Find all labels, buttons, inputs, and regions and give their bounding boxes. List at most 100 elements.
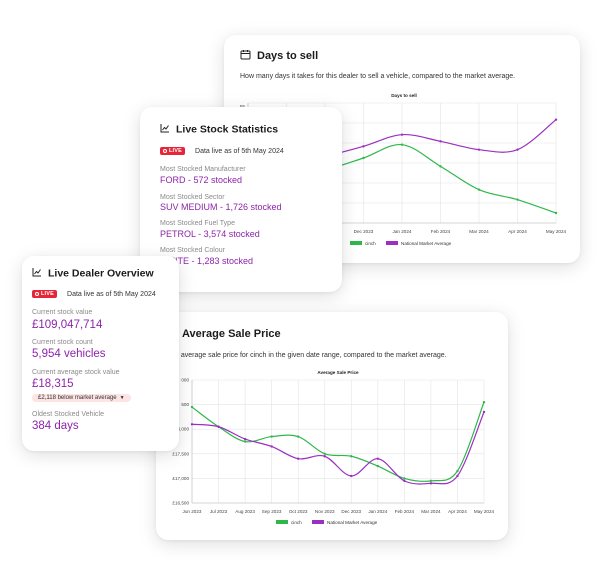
data-point-market (400, 133, 404, 136)
x-tick-label: Mar 2024 (421, 509, 441, 514)
x-tick-label: Aug 2023 (235, 509, 255, 514)
live-stock-status: LIVE Data live as of 5th May 2024 (160, 147, 284, 155)
x-tick-label: Oct 2023 (289, 509, 308, 514)
x-tick-label: Nov 2023 (315, 509, 335, 514)
below-market-badge: £2,118 below market average ▼ (32, 394, 131, 402)
data-point-market (243, 437, 247, 441)
legend-label-market: National Market Average (401, 241, 452, 246)
x-tick-label: Mar 2024 (469, 229, 489, 234)
x-tick-label: Jul 2023 (210, 509, 228, 514)
stat-label: Most Stocked Fuel Type (160, 220, 235, 227)
legend-label-cinch: cinch (365, 241, 376, 246)
stat-value: 384 days (32, 420, 79, 432)
data-point-cinch (456, 469, 459, 473)
calendar-icon (240, 49, 251, 63)
y-tick-label: 55 (240, 104, 246, 109)
y-tick-label: £17,000 (172, 476, 189, 481)
data-point-cinch (482, 400, 486, 404)
data-point-cinch (362, 156, 365, 160)
data-point-market (439, 140, 442, 143)
stat-label: Most Stocked Colour (160, 247, 225, 254)
stat-value: £18,315 (32, 378, 74, 390)
stat-label: Oldest Stocked Vehicle (32, 411, 104, 418)
data-point-market (456, 474, 459, 478)
data-point-market (403, 479, 406, 483)
series-line-cinch (191, 401, 485, 482)
data-point-market (429, 482, 433, 485)
x-tick-label: Jan 2024 (368, 509, 387, 514)
data-point-market (190, 423, 194, 426)
legend-swatch (386, 241, 398, 245)
data-point-market (376, 457, 380, 460)
stat-label: Current average stock value (32, 369, 120, 376)
live-badge-label: LIVE (169, 148, 183, 154)
legend-label-market: National Market Average (327, 520, 378, 525)
data-point-market (516, 148, 519, 151)
y-tick-label: £17,500 (172, 451, 189, 456)
data-point-cinch (270, 435, 273, 438)
stat-value: £109,047,714 (32, 319, 103, 331)
data-point-cinch (296, 435, 300, 438)
dealer-overview-title-row: Live Dealer Overview (32, 267, 154, 280)
data-point-cinch (400, 143, 404, 146)
stat-value: SUV MEDIUM - 1,726 stocked (160, 202, 282, 212)
x-tick-label: Sep 2023 (262, 509, 282, 514)
data-point-cinch (516, 198, 519, 201)
stat-value: WHITE - 1,283 stocked (160, 256, 254, 266)
days-to-sell-title-row: Days to sell (240, 49, 318, 63)
data-point-cinch (554, 211, 558, 215)
data-point-cinch (323, 452, 326, 455)
line-chart-icon (32, 267, 42, 280)
data-point-market (323, 455, 326, 458)
average-sale-price-chart: Average Sale Price £18,000 £17,500 £17,000 £… (172, 370, 494, 525)
x-tick-label: Feb 2024 (395, 509, 415, 514)
stat-value: PETROL - 3,574 stocked (160, 229, 260, 239)
data-point-cinch (376, 464, 380, 468)
data-point-market (350, 474, 353, 478)
days-to-sell-description: How many days it takes for this dealer t… (240, 73, 516, 80)
average-sale-price-title: Average Sale Price (182, 328, 281, 340)
stat-value: 5,954 vehicles (32, 348, 106, 360)
caret-down-icon: ▼ (119, 395, 125, 401)
data-point-market (362, 145, 365, 148)
y-tick-label: £16,500 (172, 501, 189, 506)
live-stock-title: Live Stock Statistics (176, 123, 279, 136)
x-tick-label: Apr 2024 (448, 509, 467, 514)
line-chart-icon (160, 123, 170, 136)
x-tick-label: Jun 2023 (183, 509, 202, 514)
live-badge: LIVE (32, 290, 58, 298)
below-market-text: £2,118 below market average (38, 395, 117, 401)
average-sale-price-card: Average Sale Price e average sale price … (156, 312, 508, 540)
live-stock-title-row: Live Stock Statistics (160, 123, 278, 136)
data-live-text: Data live as of 5th May 2024 (67, 290, 156, 298)
legend-label-cinch: cinch (291, 520, 302, 525)
data-point-cinch (190, 405, 194, 409)
dealer-overview-title: Live Dealer Overview (48, 267, 154, 280)
live-dealer-overview-card: Live Dealer Overview LIVE Data live as o… (22, 256, 179, 451)
data-point-market (270, 445, 273, 448)
live-badge: LIVE (160, 147, 186, 155)
data-point-market (554, 118, 558, 121)
live-badge-label: LIVE (41, 291, 55, 297)
data-point-market (217, 425, 220, 428)
data-point-cinch (350, 455, 353, 458)
stat-label: Most Stocked Sector (160, 194, 225, 201)
stat-label: Most Stocked Manufacturer (160, 166, 246, 173)
y-tick-label: £18,000 (172, 427, 189, 432)
data-point-cinch (429, 479, 433, 483)
x-tick-label: Dec 2023 (354, 229, 374, 234)
chart-title: Days to sell (391, 93, 417, 98)
series-line-market (191, 411, 485, 485)
data-point-market (477, 148, 481, 151)
y-tick-label: 000 (181, 378, 189, 383)
legend-swatch (276, 520, 288, 524)
data-point-market (482, 410, 486, 414)
data-point-cinch (403, 477, 406, 480)
data-live-text: Data live as of 5th May 2024 (195, 147, 284, 155)
stat-value: FORD - 572 stocked (160, 175, 243, 185)
days-to-sell-title: Days to sell (257, 49, 319, 62)
x-tick-label: Jan 2024 (393, 229, 412, 234)
x-tick-label: Dec 2023 (341, 509, 361, 514)
stat-label: Current stock value (32, 309, 93, 316)
x-tick-label: May 2024 (546, 229, 567, 234)
